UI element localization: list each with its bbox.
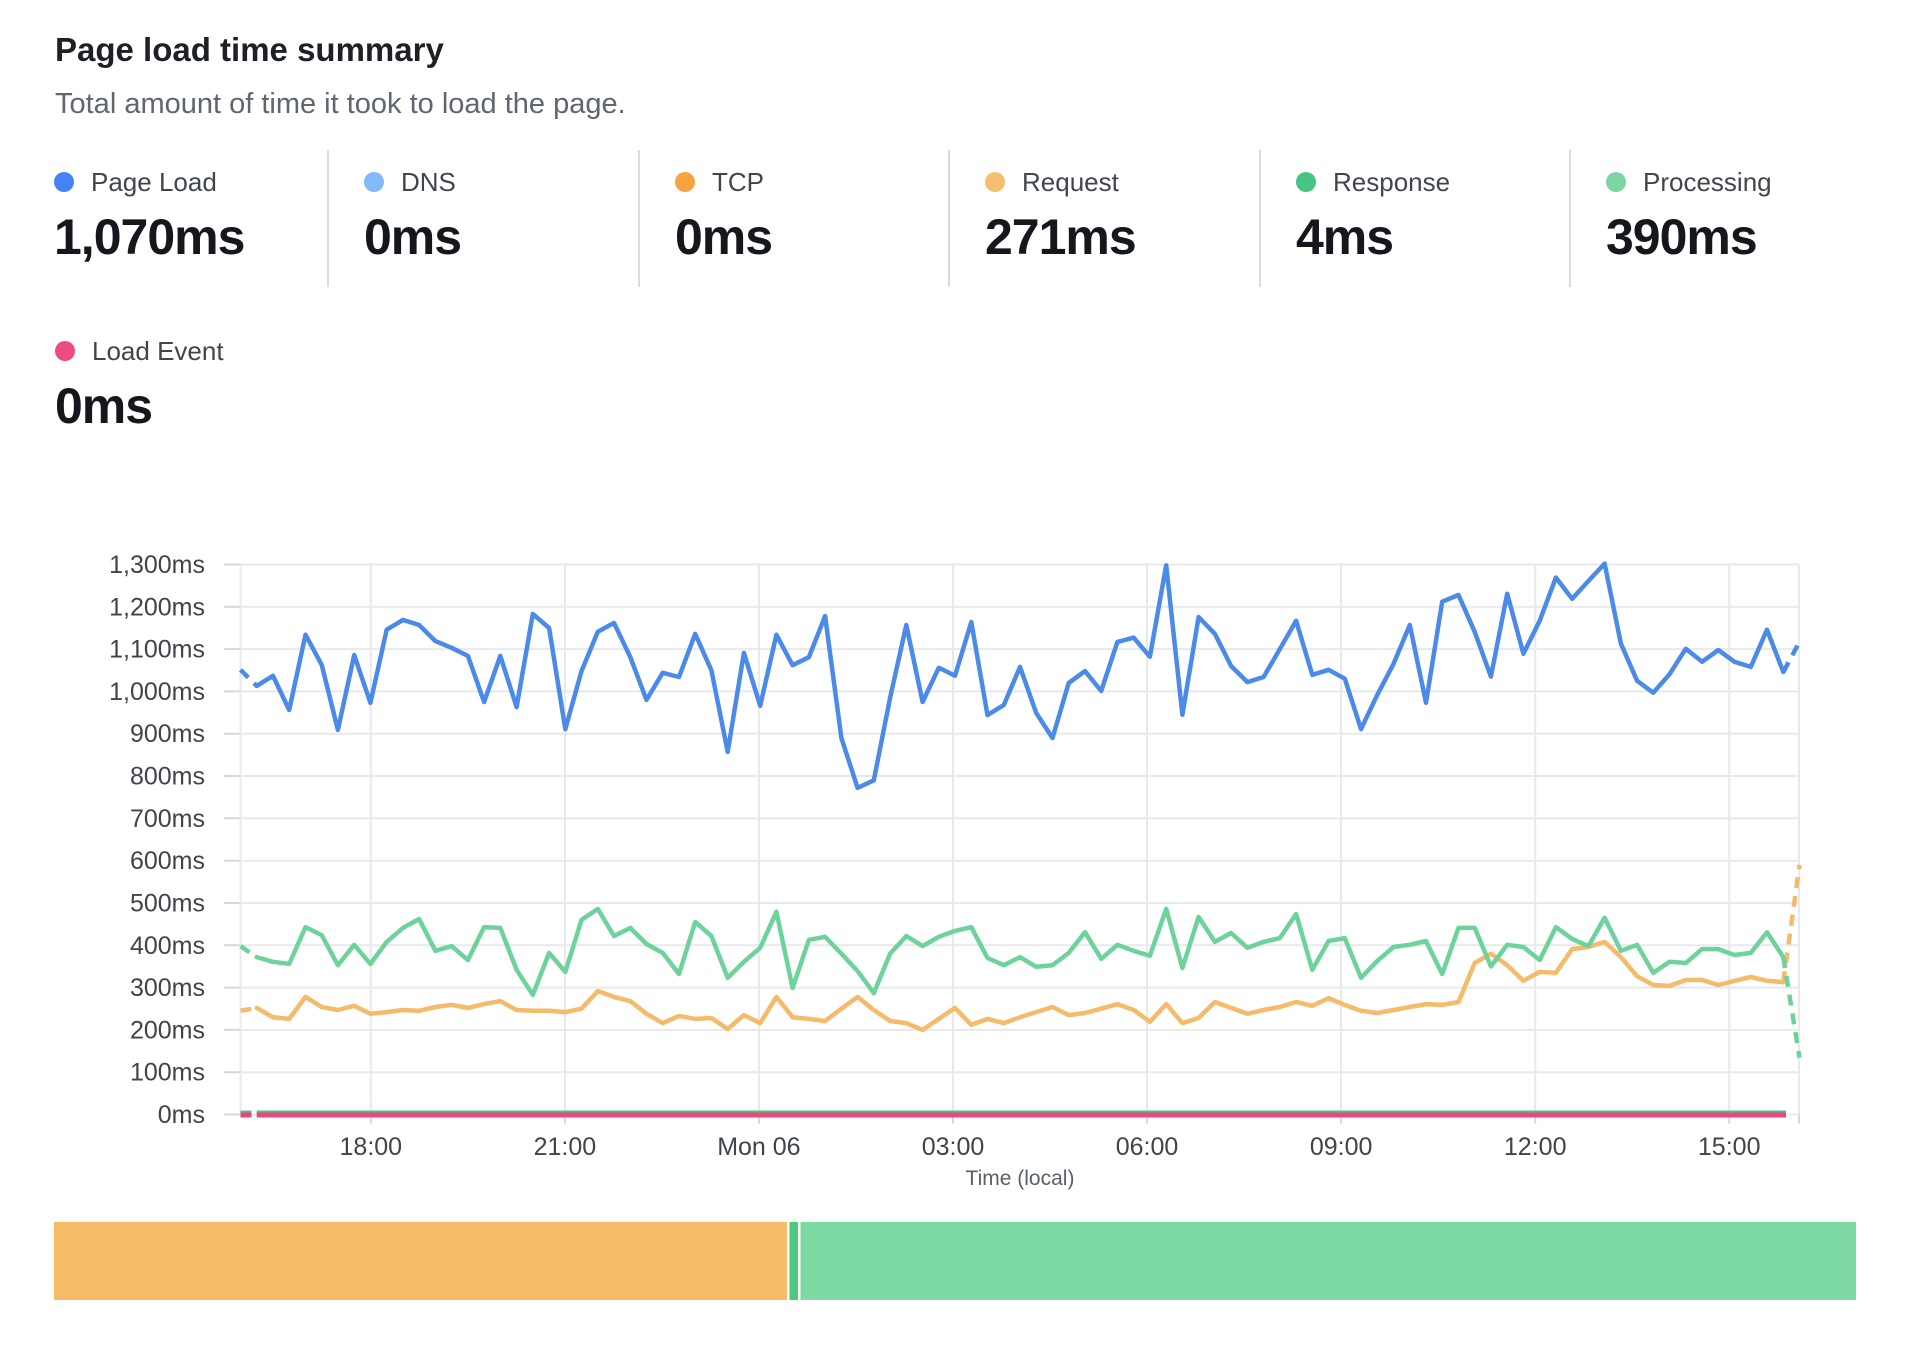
svg-text:03:00: 03:00 — [922, 1133, 985, 1161]
svg-text:600ms: 600ms — [130, 847, 205, 875]
svg-text:200ms: 200ms — [130, 1016, 205, 1044]
svg-text:400ms: 400ms — [130, 932, 205, 960]
svg-text:1,200ms: 1,200ms — [109, 593, 205, 621]
svg-text:800ms: 800ms — [130, 763, 205, 791]
svg-text:12:00: 12:00 — [1504, 1133, 1567, 1161]
svg-text:0ms: 0ms — [158, 1101, 205, 1129]
svg-text:06:00: 06:00 — [1116, 1133, 1179, 1161]
svg-text:Time (local): Time (local) — [966, 1167, 1075, 1190]
svg-text:1,000ms: 1,000ms — [109, 678, 205, 706]
svg-text:18:00: 18:00 — [340, 1133, 403, 1161]
svg-text:15:00: 15:00 — [1698, 1133, 1761, 1161]
svg-text:21:00: 21:00 — [534, 1133, 597, 1161]
svg-text:1,300ms: 1,300ms — [109, 551, 205, 579]
svg-text:100ms: 100ms — [130, 1059, 205, 1087]
svg-text:900ms: 900ms — [130, 720, 205, 748]
svg-text:Mon 06: Mon 06 — [717, 1133, 800, 1161]
svg-text:700ms: 700ms — [130, 805, 205, 833]
svg-text:09:00: 09:00 — [1310, 1133, 1373, 1161]
svg-text:1,100ms: 1,100ms — [109, 636, 205, 664]
svg-text:300ms: 300ms — [130, 974, 205, 1002]
svg-text:500ms: 500ms — [130, 890, 205, 918]
